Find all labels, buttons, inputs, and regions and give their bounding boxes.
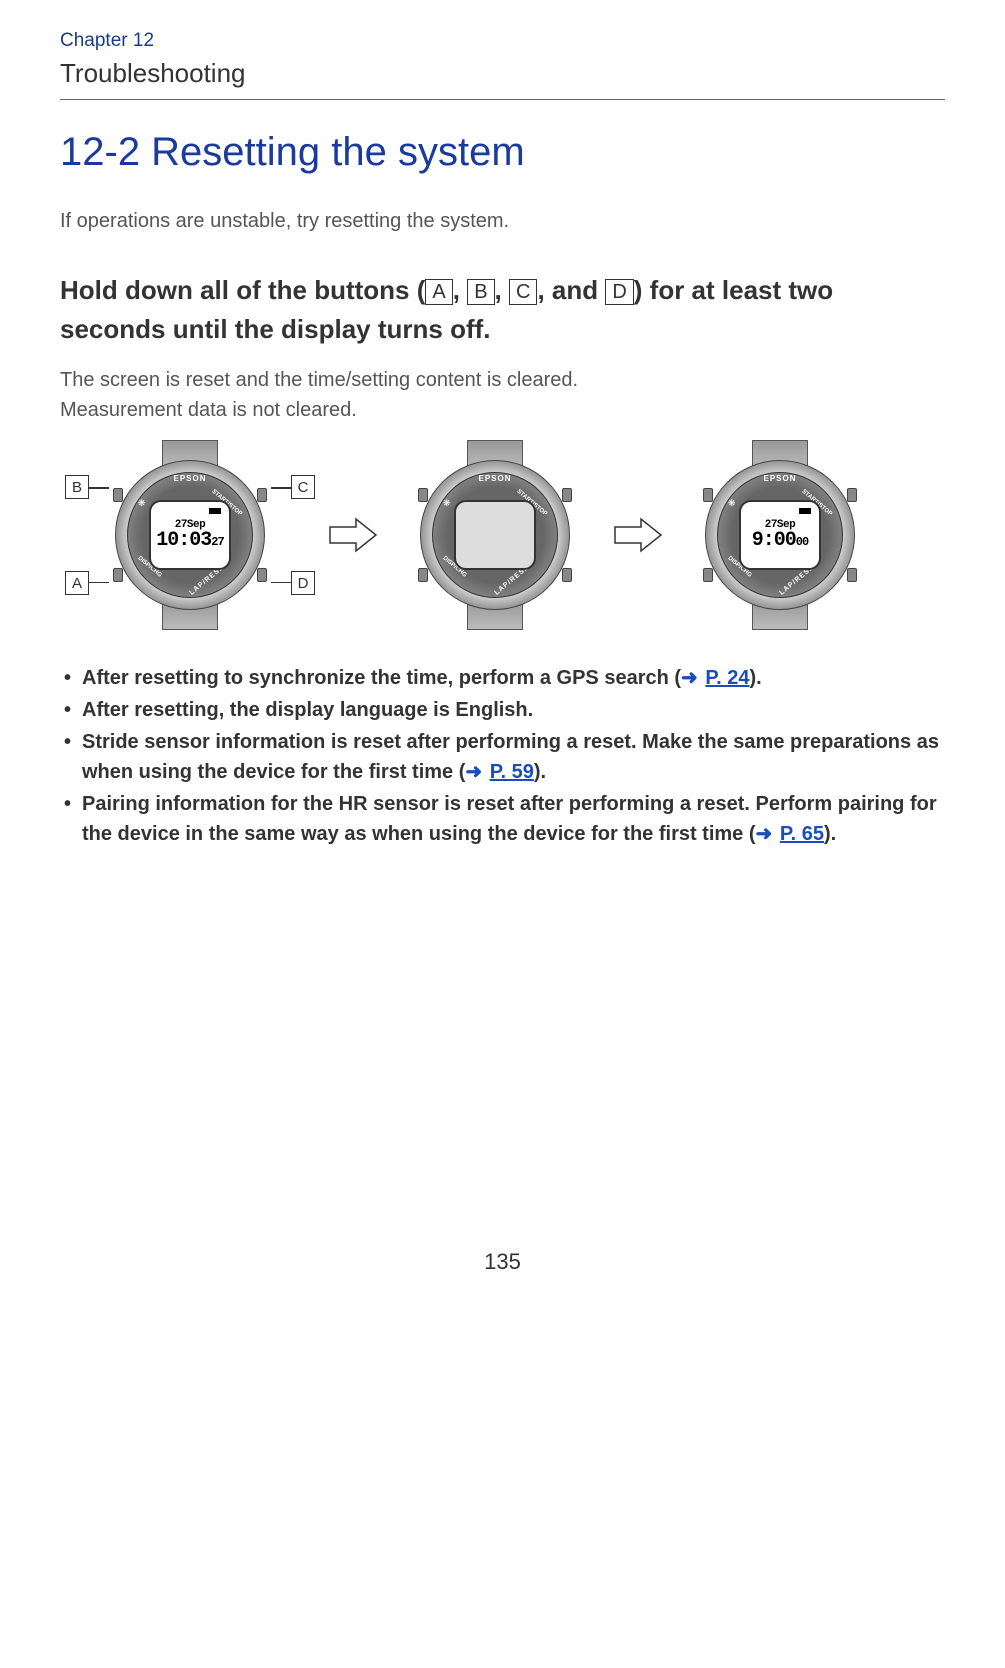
watch-body-2: EPSON ❋ START/STOP LAP/RESET DISP/CHG (410, 450, 580, 620)
sep3: , and (537, 275, 605, 305)
notes-list: After resetting to synchronize the time,… (60, 663, 945, 849)
callout-a-line (89, 582, 109, 584)
screen-2-blank (454, 500, 536, 570)
battery-icon-3 (799, 508, 811, 514)
callout-b: B (65, 475, 89, 499)
button-d-knob (257, 568, 267, 582)
watch-2: EPSON ❋ START/STOP LAP/RESET DISP/CHG (395, 445, 595, 625)
arrow-icon-2 (613, 517, 663, 553)
chapter-label: Chapter 12 (60, 30, 945, 52)
screen-3: 27Sep 9:0000 (739, 500, 821, 570)
note-1a: After resetting to synchronize the time,… (82, 667, 681, 689)
callout-c-line (271, 487, 291, 489)
watch-body-3: EPSON ❋ START/STOP LAP/RESET DISP/CHG 27… (695, 450, 865, 620)
time-1: 10:0327 (156, 531, 223, 551)
instruction-part1: Hold down all of the buttons ( (60, 275, 425, 305)
sub-line2: Measurement data is not cleared. (60, 395, 945, 425)
brand-text: EPSON (173, 474, 206, 483)
sep1: , (453, 275, 467, 305)
arrow-icon (328, 517, 378, 553)
sub-instruction: The screen is reset and the time/setting… (60, 365, 945, 425)
callout-a: A (65, 571, 89, 595)
knob-br-2 (562, 568, 572, 582)
knob-tl-2 (418, 488, 428, 502)
brand-text-2: EPSON (478, 474, 511, 483)
watch-3: EPSON ❋ START/STOP LAP/RESET DISP/CHG 27… (680, 445, 880, 625)
link-p65[interactable]: P. 65 (780, 823, 824, 845)
key-d: D (605, 279, 633, 305)
link-p24[interactable]: P. 24 (705, 667, 749, 689)
link-arrow-1: ➜ (681, 663, 698, 693)
callout-d-line (271, 582, 291, 584)
note-1b: ). (750, 667, 762, 689)
sub-line1: The screen is reset and the time/setting… (60, 365, 945, 395)
link-p59[interactable]: P. 59 (490, 761, 534, 783)
knob-tr-2 (562, 488, 572, 502)
time-sec-1: 27 (211, 535, 223, 549)
arrow-1 (325, 515, 380, 555)
key-b: B (467, 279, 494, 305)
battery-icon (209, 508, 221, 514)
page-number: 135 (60, 1249, 945, 1275)
intro-text: If operations are unstable, try resettin… (60, 210, 945, 233)
button-c-knob (257, 488, 267, 502)
link-arrow-3: ➜ (756, 819, 773, 849)
note-3b: ). (534, 761, 546, 783)
section-heading: 12-2 Resetting the system (60, 130, 945, 175)
chapter-title: Troubleshooting (60, 58, 945, 100)
key-a: A (425, 279, 452, 305)
link-arrow-2: ➜ (465, 757, 482, 787)
knob-tl-3 (703, 488, 713, 502)
light-icon-2: ❋ (443, 498, 451, 509)
note-3: Stride sensor information is reset after… (60, 727, 945, 787)
arrow-2 (610, 515, 665, 555)
note-4b: ). (824, 823, 836, 845)
button-a-knob (113, 568, 123, 582)
watch-body-1: EPSON ❋ START/STOP LAP/RESET DISP/CHG 27… (105, 450, 275, 620)
callout-c: C (291, 475, 315, 499)
light-icon-3: ❋ (728, 498, 736, 509)
time-sec-3: 00 (796, 535, 808, 549)
callout-b-line (89, 487, 109, 489)
brand-text-3: EPSON (763, 474, 796, 483)
time-main-3: 9:00 (752, 529, 796, 552)
time-main-1: 10:03 (156, 529, 211, 552)
note-2: After resetting, the display language is… (60, 695, 945, 725)
callout-d: D (291, 571, 315, 595)
main-instruction: Hold down all of the buttons (A, B, C, a… (60, 271, 945, 349)
note-1: After resetting to synchronize the time,… (60, 663, 945, 693)
knob-bl-2 (418, 568, 428, 582)
watch-1: EPSON ❋ START/STOP LAP/RESET DISP/CHG 27… (70, 445, 310, 625)
watch-diagram: EPSON ❋ START/STOP LAP/RESET DISP/CHG 27… (60, 445, 945, 625)
light-icon: ❋ (138, 498, 146, 509)
knob-bl-3 (703, 568, 713, 582)
time-3: 9:0000 (752, 531, 808, 551)
key-c: C (509, 279, 537, 305)
sep2: , (495, 275, 509, 305)
note-4: Pairing information for the HR sensor is… (60, 789, 945, 849)
knob-br-3 (847, 568, 857, 582)
button-b-knob (113, 488, 123, 502)
knob-tr-3 (847, 488, 857, 502)
screen-1: 27Sep 10:0327 (149, 500, 231, 570)
